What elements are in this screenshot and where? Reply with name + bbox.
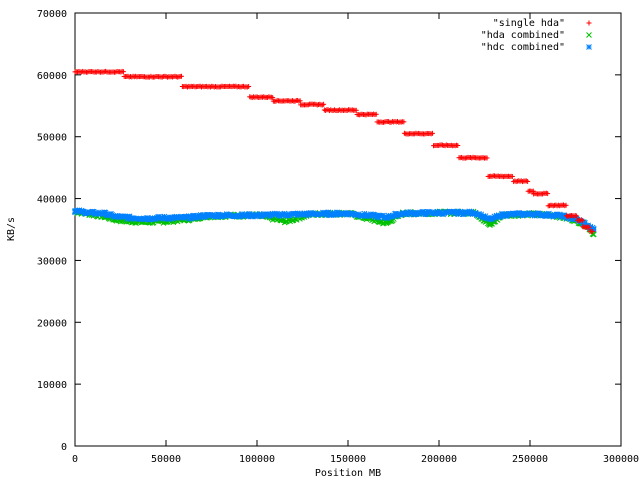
x-tick-label: 200000 (421, 454, 457, 465)
point-hdc-combined (472, 209, 479, 216)
point-single-hda (484, 155, 490, 161)
point-hdc-combined (72, 208, 78, 214)
point-single-hda (429, 130, 435, 136)
y-tick-label: 0 (61, 442, 67, 453)
point-hdc-combined (527, 211, 533, 217)
point-single-hda (590, 228, 596, 234)
point-single-hda (579, 218, 585, 224)
series-hdc-combined (72, 207, 597, 233)
y-tick-label: 30000 (37, 256, 67, 267)
legend-label-single-hda: "single hda" (493, 18, 565, 29)
point-hda-combined (487, 222, 493, 229)
point-hdc-combined (254, 212, 260, 219)
point-single-hda (509, 174, 515, 180)
y-axis-label: KB/s (6, 217, 17, 241)
y-tick-label: 70000 (37, 9, 67, 20)
point-hdc-combined (436, 209, 442, 216)
point-hda-combined (590, 231, 597, 238)
point-hdc-combined (345, 210, 351, 217)
plot-area (72, 68, 597, 238)
x-tick-label: 150000 (330, 454, 366, 465)
point-single-hda (120, 69, 126, 75)
legend-marks (586, 20, 592, 50)
x-tick-label: 0 (72, 454, 78, 465)
point-single-hda (270, 95, 276, 101)
point-hdc-combined (101, 210, 107, 217)
x-tick-label: 300000 (603, 454, 639, 465)
point-hdc-combined (112, 213, 118, 220)
legend-label-hdc-combined: "hdc combined" (481, 42, 565, 53)
point-single-hda (401, 119, 407, 125)
point-single-hda (353, 107, 359, 113)
point-hdc-combined (399, 210, 406, 217)
legend: "single hda" "hda combined" "hdc combine… (481, 18, 592, 53)
point-single-hda (178, 73, 184, 79)
point-hda-combined (383, 220, 390, 227)
point-hdc-combined (126, 214, 133, 221)
point-hdc-combined (308, 211, 315, 217)
point-single-hda (455, 143, 461, 149)
point-single-hda (321, 101, 327, 107)
x-axis-ticks: 0 50000 100000 150000 200000 250000 300000 (72, 13, 639, 465)
x-tick-label: 100000 (239, 454, 275, 465)
point-single-hda (373, 111, 379, 117)
x-tick-label: 250000 (512, 454, 548, 465)
legend-marker-hdc-combined (586, 44, 592, 50)
point-hdc-combined (499, 211, 506, 218)
point-hdc-combined (144, 215, 151, 222)
point-single-hda (574, 213, 580, 219)
y-tick-label: 40000 (37, 195, 67, 206)
point-single-hda (525, 178, 531, 184)
series-single-hda (72, 68, 596, 235)
legend-label-hda-combined: "hda combined" (481, 30, 565, 41)
y-tick-label: 20000 (37, 318, 67, 329)
point-hdc-combined (554, 212, 561, 219)
point-single-hda (563, 202, 569, 208)
y-tick-label: 50000 (37, 133, 67, 144)
point-hdc-combined (217, 212, 224, 219)
point-hdc-combined (383, 214, 390, 220)
point-hdc-combined (487, 216, 493, 223)
point-single-hda (586, 224, 592, 230)
point-hdc-combined (86, 209, 93, 216)
point-single-hda (297, 98, 303, 104)
point-hdc-combined (190, 214, 197, 220)
point-hda-combined (283, 218, 289, 225)
point-hda-combined (487, 221, 493, 227)
point-single-hda (545, 191, 551, 197)
point-hdc-combined (199, 213, 206, 219)
point-hdc-combined (181, 214, 188, 221)
point-single-hda (246, 84, 252, 90)
legend-marker-single-hda (586, 20, 592, 26)
x-tick-label: 50000 (151, 454, 181, 465)
y-axis-ticks: 0 10000 20000 30000 40000 50000 60000 70000 (37, 9, 621, 453)
legend-marker-hda-combined (586, 32, 592, 38)
y-tick-label: 60000 (37, 71, 67, 82)
point-hdc-combined (163, 214, 169, 221)
y-tick-label: 10000 (37, 380, 67, 391)
x-axis-label: Position MB (315, 468, 381, 479)
